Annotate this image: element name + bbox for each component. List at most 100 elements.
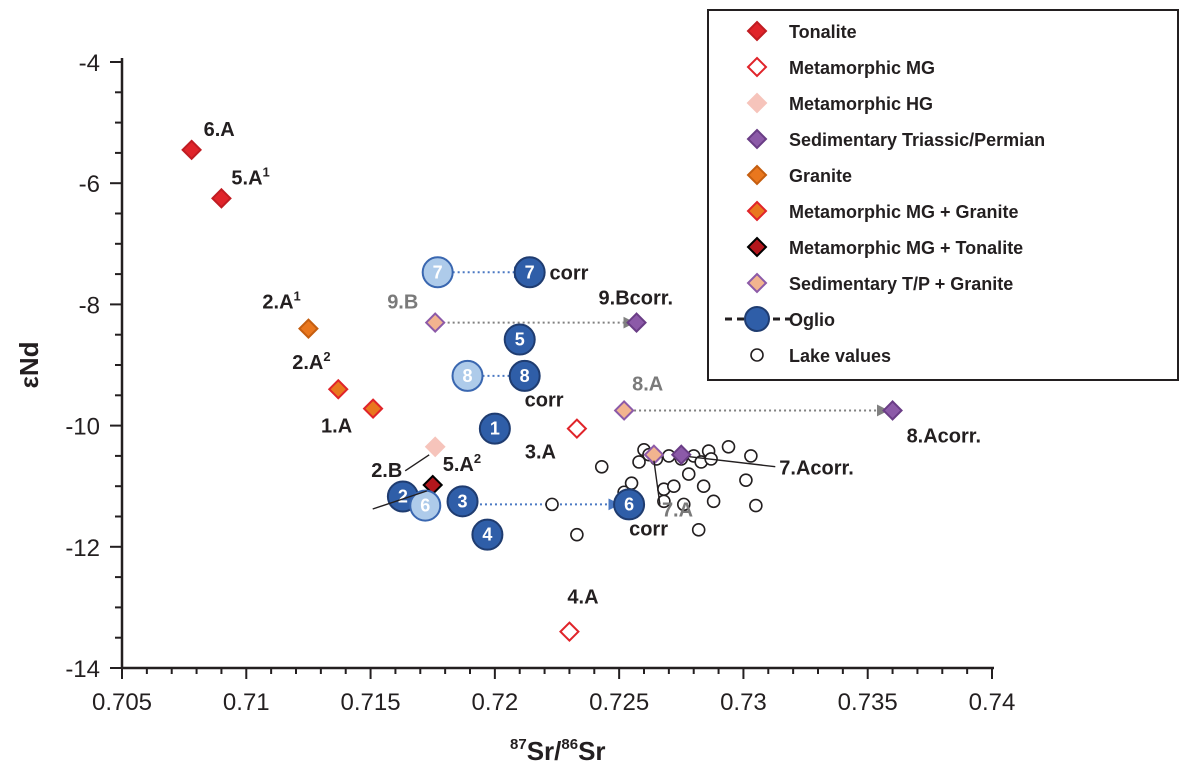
sample-marker [613, 400, 635, 421]
lake-value-point [667, 479, 681, 494]
y-tick-label: -4 [79, 50, 100, 77]
x-tick-label: 0.71 [223, 689, 270, 716]
x-tick-label: 0.74 [969, 689, 1016, 716]
legend: Tonalite Metamorphic MG Metamorphic HG Sedi… [707, 9, 1179, 381]
oglio-point-number: 1 [490, 419, 500, 439]
oglio-point [508, 359, 541, 392]
y-axis-title: εNd [14, 342, 44, 389]
lake-value-point [594, 460, 609, 474]
x-tick-label: 0.725 [589, 689, 649, 716]
sample-marker [424, 312, 446, 333]
sample-marker [424, 436, 446, 458]
x-tick-label: 0.73 [720, 689, 767, 716]
legend-marker-circle [750, 348, 764, 362]
legend-label: Sedimentary T/P + Granite [789, 274, 1013, 294]
oglio-point [471, 518, 504, 551]
leader-line [689, 455, 776, 468]
oglio-point [409, 489, 442, 522]
legend-label: Lake values [789, 346, 891, 366]
oglio-point-number: 7 [433, 262, 443, 282]
oglio-point [451, 359, 484, 392]
legend-marker-diamond [746, 164, 768, 186]
sample-marker [626, 312, 647, 333]
lake-value-point [570, 527, 584, 542]
oglio-point [446, 485, 479, 518]
legend-marker-diamond [746, 236, 768, 258]
legend-label: Metamorphic MG [789, 58, 935, 78]
oglio-point-number: 8 [463, 366, 473, 386]
sample-marker [566, 418, 588, 440]
lake-value-point [624, 476, 639, 490]
point-label: 9.B [387, 292, 418, 314]
oglio-point [613, 488, 646, 521]
y-tick-label: -10 [65, 414, 100, 441]
corr-annotation: corr [525, 390, 564, 412]
point-label: 2.A1 [262, 289, 300, 314]
x-axis-title-sup: 87 [510, 736, 527, 753]
x-axis-title-part: Sr/ [527, 736, 562, 766]
x-axis-title: 87Sr/86Sr [510, 736, 606, 766]
point-label-sup: 2 [323, 349, 330, 364]
lake-value-point [632, 455, 646, 469]
point-label: 3.A [525, 442, 556, 464]
point-label: 6.A [204, 119, 235, 141]
lake-value-point [657, 494, 671, 509]
leader-line [404, 454, 430, 472]
lake-value-point [691, 523, 706, 537]
lake-value-point [744, 449, 758, 463]
oglio-point [478, 412, 511, 445]
point-label: 7.Acorr. [779, 458, 853, 480]
point-label: 8.Acorr. [907, 425, 981, 447]
lake-value-point [739, 473, 753, 487]
point-label: 8.A [632, 373, 663, 395]
legend-label: Metamorphic MG + Tonalite [789, 238, 1023, 258]
y-tick-label: -8 [79, 292, 100, 319]
point-label: 9.Bcorr. [599, 288, 673, 310]
oglio-point [421, 256, 454, 289]
point-label: 5.A2 [443, 451, 481, 476]
point-label: 7.A [662, 500, 693, 522]
oglio-point-number: 6 [420, 496, 430, 516]
y-tick-label: -14 [65, 656, 100, 683]
corr-annotation: corr [550, 262, 589, 284]
sample-marker [298, 318, 319, 340]
point-label: 2.A2 [292, 349, 330, 374]
lake-value-point [721, 440, 736, 454]
sample-marker [211, 187, 232, 209]
lake-values-points [545, 440, 763, 542]
sample-marker [670, 444, 692, 466]
legend-label: Oglio [789, 310, 835, 330]
x-tick-label: 0.705 [92, 689, 152, 716]
legend-marker-circle [744, 306, 770, 332]
legend-marker-diamond [746, 128, 768, 150]
oglio-point-number: 8 [520, 366, 530, 386]
sample-marker [181, 139, 203, 161]
legend-label: Sedimentary Triassic/Permian [789, 130, 1045, 150]
sample-marker [327, 378, 349, 400]
point-label-sup: 1 [263, 164, 270, 179]
legend-marker-diamond [746, 200, 768, 222]
y-tick-label: -12 [65, 535, 100, 562]
point-label: 5.A1 [231, 164, 269, 189]
x-axis-title-sup: 86 [561, 736, 578, 753]
lake-value-point [681, 467, 696, 481]
legend-label: Granite [789, 166, 852, 186]
x-tick-label: 0.735 [838, 689, 898, 716]
sample-marker [882, 400, 903, 421]
sample-marker [559, 621, 580, 643]
legend-label: Metamorphic HG [789, 94, 933, 114]
oglio-point [513, 256, 546, 289]
y-tick-label: -6 [79, 171, 100, 198]
x-tick-label: 0.72 [471, 689, 518, 716]
legend-label: Tonalite [789, 22, 857, 42]
point-label: 4.A [567, 587, 598, 609]
legend-marker-diamond [746, 56, 768, 78]
point-label: 2.B [371, 460, 402, 482]
oglio-point-number: 6 [624, 494, 634, 514]
oglio-point-number: 7 [525, 262, 535, 282]
lake-value-point [706, 494, 721, 509]
legend-label: Metamorphic MG + Granite [789, 202, 1019, 222]
legend-marker-diamond [746, 20, 768, 42]
